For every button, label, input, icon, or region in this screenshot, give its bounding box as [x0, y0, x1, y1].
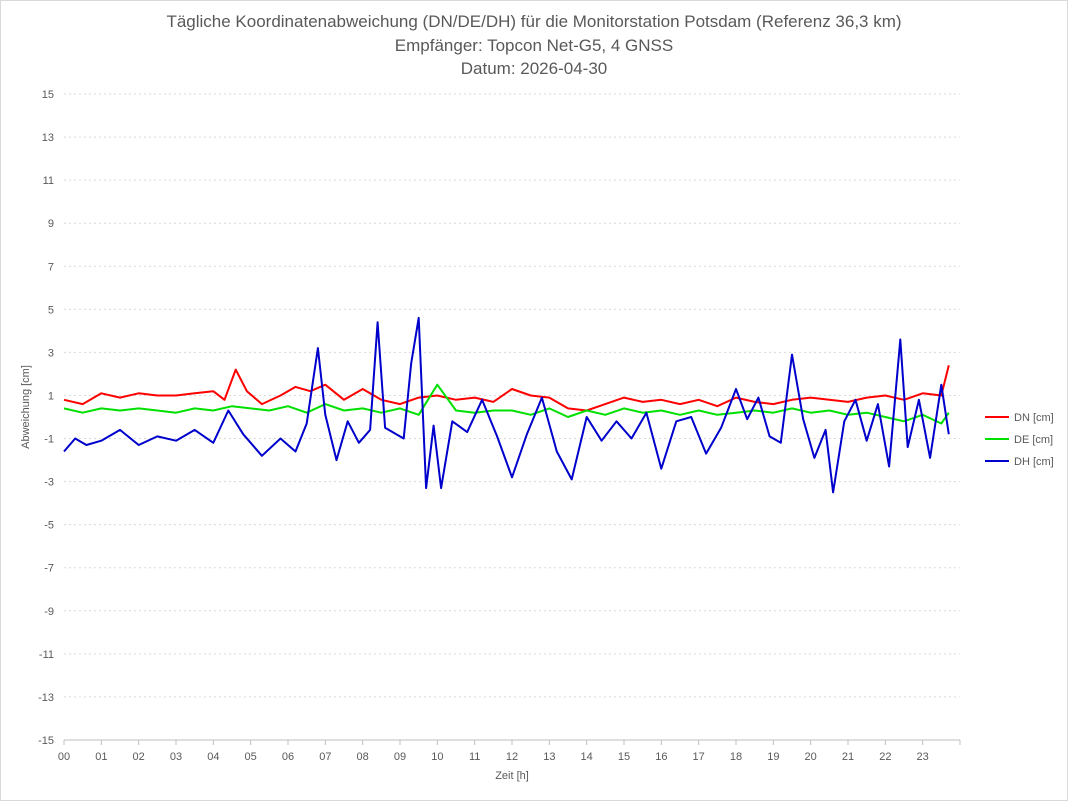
x-tick-label: 09 — [394, 751, 406, 763]
y-tick-label: -15 — [38, 735, 54, 747]
y-tick-label: -13 — [38, 692, 54, 704]
x-tick-label: 00 — [58, 751, 70, 763]
series-line — [63, 383, 950, 425]
y-tick-label: 9 — [48, 218, 54, 230]
x-tick-label: 11 — [469, 751, 480, 763]
x-tick-label: 18 — [730, 751, 742, 763]
series-line — [63, 316, 950, 494]
y-tick-label: 1 — [48, 390, 54, 402]
x-tick-label: 17 — [693, 751, 705, 763]
x-tick-label: 04 — [207, 751, 219, 763]
x-tick-label: 12 — [506, 751, 518, 763]
chart-subtitle: Empfänger: Topcon Net-G5, 4 GNSS — [394, 36, 674, 55]
y-tick-label: -5 — [44, 520, 54, 532]
y-tick-label: -7 — [44, 563, 54, 575]
y-tick-label: 11 — [43, 175, 54, 187]
x-tick-label: 06 — [282, 751, 294, 763]
series-line — [63, 365, 950, 412]
x-tick-label: 22 — [879, 751, 891, 763]
y-tick-label: -9 — [44, 606, 54, 618]
x-tick-label: 01 — [95, 751, 107, 763]
legend-label: DH [cm] — [1014, 456, 1054, 468]
x-tick-label: 21 — [842, 751, 854, 763]
y-tick-label: -11 — [39, 649, 54, 661]
x-tick-label: 13 — [543, 751, 555, 763]
y-tick-label: 13 — [42, 132, 54, 144]
x-tick-label: 03 — [170, 751, 182, 763]
y-tick-label: 7 — [48, 261, 54, 273]
legend: DN [cm] DE [cm] DH [cm] — [985, 412, 1054, 468]
x-tick-label: 14 — [581, 751, 593, 763]
x-tick-label: 23 — [917, 751, 929, 763]
chart-title: Tägliche Koordinatenabweichung (DN/DE/DH… — [166, 12, 902, 31]
legend-label: DN [cm] — [1014, 412, 1054, 424]
y-tick-label: 3 — [48, 347, 54, 359]
y-tick-label: -1 — [44, 434, 54, 446]
grid — [64, 93, 960, 741]
series-lines — [63, 316, 950, 494]
x-tick-label: 08 — [357, 751, 369, 763]
y-tick-label: 5 — [48, 304, 54, 316]
y-tick-label: 15 — [42, 89, 54, 101]
legend-label: DE [cm] — [1014, 434, 1053, 446]
x-tick-label: 19 — [767, 751, 779, 763]
y-axis-label: Abweichung [cm] — [20, 365, 32, 449]
x-tick-label: 15 — [618, 751, 630, 763]
x-axis-label: Zeit [h] — [495, 770, 529, 782]
chart-date: Datum: 2026-04-30 — [460, 59, 608, 78]
y-tick-label: -3 — [44, 477, 54, 489]
y-axis-ticks: 15 13 11 9 7 5 3 1 -1 -3 -5 -7 -9 -11 -13 -15 — [38, 89, 54, 747]
x-tick-label: 07 — [319, 751, 331, 763]
x-tick-label: 16 — [655, 751, 667, 763]
x-tick-label: 10 — [431, 751, 443, 763]
x-tick-label: 02 — [133, 751, 145, 763]
x-axis-ticks: 00 01 02 03 04 05 06 07 08 09 10 11 12 13 14 15 16 17 18 19… — [58, 739, 961, 763]
x-tick-label: 05 — [245, 751, 257, 763]
x-tick-label: 20 — [805, 751, 817, 763]
